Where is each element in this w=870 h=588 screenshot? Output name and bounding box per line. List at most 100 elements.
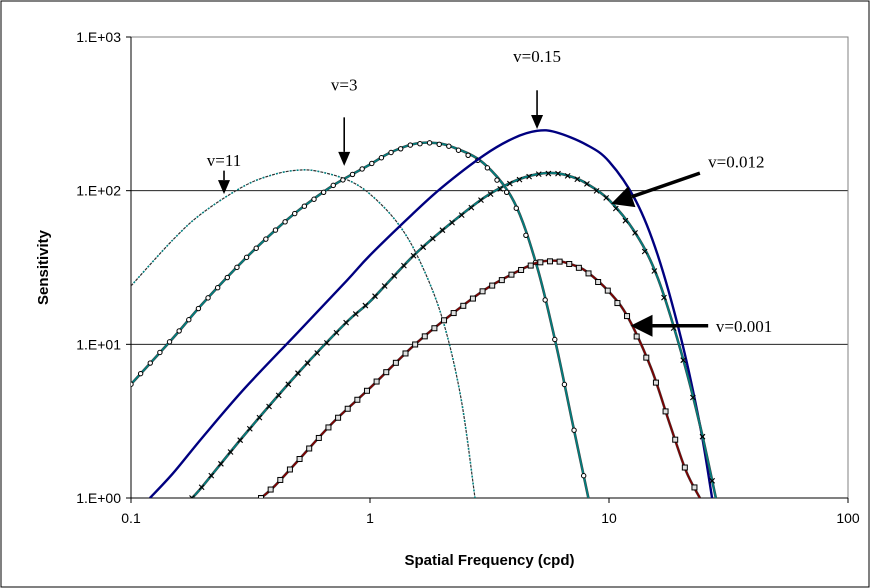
data-point-square: [383, 369, 390, 376]
data-point-square: [412, 341, 419, 348]
data-point-x: [545, 170, 552, 177]
data-point-square: [306, 445, 313, 452]
data-point-x: [352, 311, 359, 317]
annotation-arrow-head: [611, 186, 636, 208]
series-v=0.012: [189, 170, 718, 498]
data-point-x: [410, 252, 417, 259]
data-point-square: [489, 282, 496, 289]
data-point-square: [566, 260, 573, 267]
data-point-x: [699, 433, 706, 440]
data-point-x: [256, 414, 263, 421]
data-point-circle: [131, 381, 134, 387]
x-tick-label: 10: [601, 510, 617, 526]
data-point-circle: [397, 146, 404, 152]
data-point-x: [237, 437, 244, 444]
data-point-square: [498, 277, 505, 284]
data-point-square: [575, 264, 582, 271]
data-point-circle: [465, 152, 471, 158]
data-point-square: [508, 271, 515, 278]
x-tick-label: 1: [366, 510, 374, 526]
data-point-circle: [301, 203, 308, 209]
data-point-circle: [292, 210, 298, 217]
data-point-x: [227, 449, 234, 455]
data-point-x: [526, 173, 533, 180]
series-line: [131, 169, 476, 498]
data-point-x: [275, 392, 282, 399]
data-point-circle: [166, 339, 173, 345]
annotation-v=0.15: v=0.15: [513, 47, 561, 129]
data-point-circle: [176, 328, 182, 334]
data-point-square: [681, 464, 688, 471]
data-point-x: [468, 204, 475, 211]
data-point-circle: [340, 177, 346, 183]
data-point-x: [362, 302, 369, 309]
data-point-circle: [388, 149, 394, 156]
data-point-square: [469, 295, 476, 302]
data-point-x: [304, 360, 311, 366]
data-point-x: [285, 381, 292, 388]
data-point-square: [479, 288, 486, 295]
data-point-square: [373, 378, 380, 385]
data-point-circle: [436, 141, 442, 148]
data-point-circle: [311, 196, 317, 202]
data-point-square: [537, 259, 544, 266]
annotation-v=0.012: v=0.012: [611, 152, 765, 208]
data-point-circle: [561, 381, 568, 388]
data-point-square: [344, 405, 351, 412]
data-point-circle: [446, 143, 452, 149]
x-axis-title: Spatial Frequency (cpd): [404, 552, 574, 569]
annotation-label: v=0.15: [513, 47, 561, 66]
data-point-x: [516, 176, 523, 183]
data-point-circle: [378, 155, 385, 161]
data-point-x: [651, 268, 658, 274]
data-point-circle: [484, 165, 491, 171]
data-point-square: [527, 262, 534, 269]
data-point-x: [218, 460, 224, 467]
series-line: [260, 259, 701, 498]
data-point-x: [372, 293, 378, 300]
data-point-x: [497, 185, 504, 192]
data-point-circle: [272, 227, 279, 233]
data-point-square: [546, 258, 553, 265]
data-point-square: [518, 266, 525, 273]
data-point-x: [458, 212, 465, 219]
data-point-circle: [523, 232, 529, 239]
data-point-x: [632, 229, 638, 236]
data-point-square: [392, 359, 399, 366]
data-point-x: [593, 188, 600, 194]
data-point-circle: [234, 264, 240, 271]
data-point-circle: [137, 370, 144, 377]
data-point-square: [633, 333, 640, 340]
y-axis-title: Sensitivity: [35, 229, 52, 305]
data-point-x: [535, 171, 542, 177]
data-point-square: [421, 333, 428, 340]
data-point-x: [584, 180, 590, 187]
data-point-x: [323, 339, 330, 346]
series-line: [149, 129, 714, 498]
y-tick-label: 1.E+02: [76, 183, 121, 199]
x-tick-label: 100: [836, 510, 860, 526]
data-point-x: [343, 319, 350, 326]
data-point-x: [381, 283, 388, 289]
data-point-circle: [349, 171, 356, 178]
data-point-circle: [369, 160, 375, 167]
data-point-circle: [253, 245, 259, 251]
data-point-x: [198, 484, 205, 491]
data-point-circle: [455, 147, 462, 153]
data-point-square: [325, 424, 332, 431]
data-point-square: [604, 287, 611, 294]
data-point-circle: [407, 142, 414, 148]
data-point-square: [402, 350, 409, 357]
data-point-circle: [263, 236, 269, 242]
data-point-square: [691, 484, 698, 491]
series-v=0.15: [149, 129, 714, 498]
data-point-square: [614, 300, 621, 307]
data-point-square: [672, 436, 679, 443]
data-point-square: [258, 495, 265, 498]
data-point-circle: [552, 336, 558, 343]
data-point-circle: [503, 189, 510, 196]
data-point-square: [450, 310, 457, 317]
